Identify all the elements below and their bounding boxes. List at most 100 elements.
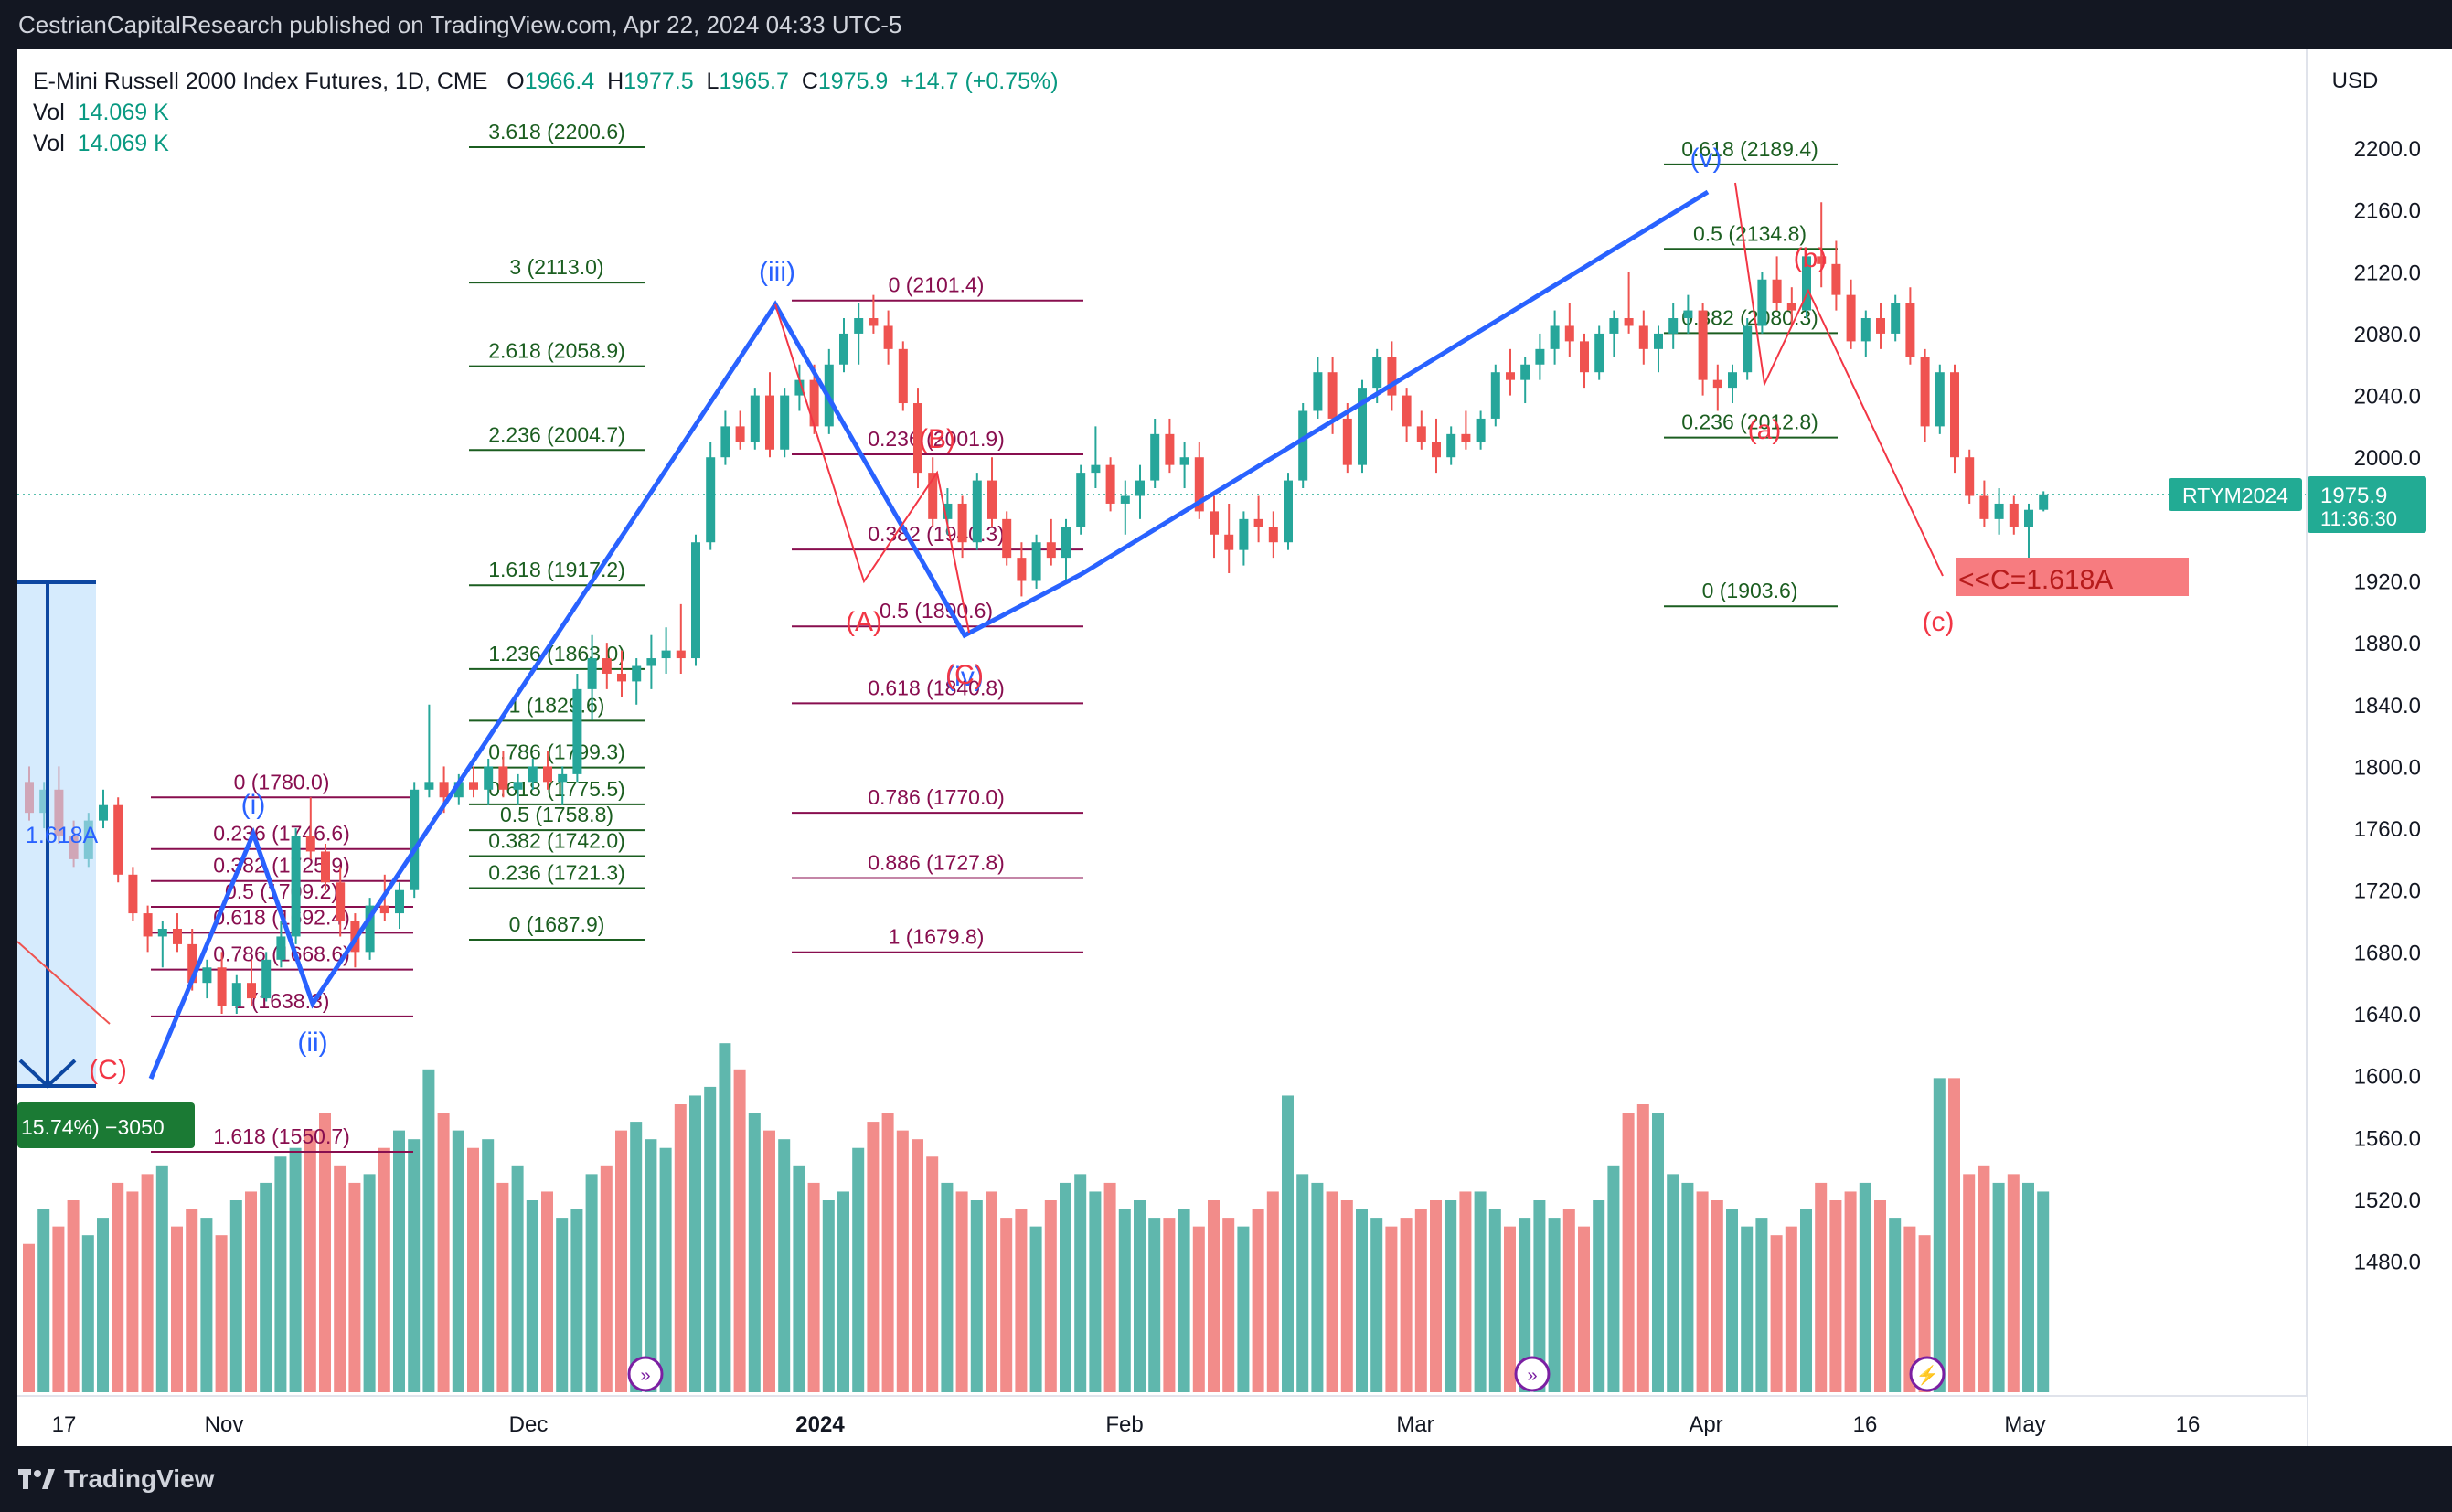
candle-body [469, 782, 478, 790]
candle-body [1268, 527, 1278, 543]
candle-body [1817, 256, 1827, 264]
vol1-value: 14.069 K [77, 100, 169, 125]
wave-label: (iv) [945, 662, 984, 692]
candle-body [1091, 464, 1101, 474]
measure-box [17, 582, 96, 1086]
candle-body [1624, 318, 1634, 326]
volume-bar [689, 1095, 701, 1392]
tradingview-logo[interactable]: TradingView [18, 1461, 214, 1497]
candle-body [365, 905, 375, 953]
candle-body [1031, 542, 1041, 581]
volume-bar [245, 1191, 257, 1392]
wave-lines-layer [16, 182, 1944, 1089]
correction-abc-line [774, 303, 970, 634]
wave-label: (b) [1794, 243, 1828, 273]
candle-body [617, 673, 626, 682]
volume-bar [526, 1200, 538, 1392]
candle-body [336, 882, 346, 921]
price-tick-label: 1640.0 [2354, 1003, 2421, 1028]
countdown-text: 11:36:30 [2320, 507, 2397, 530]
open-value: 1966.4 [524, 69, 595, 94]
fib-level-label: 0.236 (1721.3) [488, 861, 625, 885]
candle-body [1105, 464, 1115, 504]
event-icon-glyph: ⚡ [1916, 1364, 1939, 1386]
fib-level-label: 0.618 (1840.8) [868, 676, 1005, 699]
price-tick-label: 2200.0 [2354, 137, 2421, 162]
volume-bar [1163, 1218, 1176, 1392]
fib-level-label: 2.618 (2058.9) [488, 339, 625, 363]
price-tick-label: 1600.0 [2354, 1065, 2421, 1090]
left-badge [17, 1102, 195, 1148]
candle-body [1313, 372, 1323, 411]
candle-body [1891, 303, 1901, 334]
wave-label: (iii) [759, 257, 795, 287]
candle-body [128, 874, 138, 914]
volume-bar [1622, 1113, 1635, 1392]
volume-bar [615, 1130, 627, 1392]
candle-body [1017, 558, 1027, 581]
candle-body [587, 658, 597, 689]
volume-bar [2007, 1174, 2020, 1392]
wave-label: (A) [846, 607, 882, 637]
candle-body [1668, 318, 1679, 334]
candle-body [780, 395, 790, 450]
candle-body [276, 936, 286, 960]
candle-body [453, 782, 464, 798]
volume-bar [1562, 1209, 1575, 1392]
price-tick-label: 2160.0 [2354, 199, 2421, 224]
candles-layer [25, 202, 2049, 1014]
volume-bar [1000, 1218, 1013, 1392]
fib-level-label: 0 (2101.4) [889, 273, 985, 297]
candle-body [1935, 372, 1945, 427]
volume-bar [1134, 1200, 1146, 1392]
volume-bar [1548, 1218, 1561, 1392]
fib-level-label: 0.618 (1775.5) [488, 777, 625, 801]
legend-row-vol2: Vol 14.069 K [33, 128, 1059, 159]
volume-bar [496, 1182, 509, 1392]
volume-bar [1815, 1182, 1828, 1392]
candle-body [1061, 527, 1071, 559]
candle-body [321, 851, 330, 883]
fib-level-label: 0.786 (1799.3) [488, 740, 625, 764]
volume-bar [1148, 1218, 1161, 1392]
volume-bar [896, 1130, 909, 1392]
tradingview-logo-icon [18, 1467, 55, 1491]
candle-body [1432, 442, 1441, 458]
candle-body [1224, 534, 1234, 550]
candle-body [1150, 433, 1160, 481]
candle-body [1905, 303, 1915, 357]
candle-body [410, 789, 420, 890]
volume-bar [408, 1139, 421, 1392]
candle-body [498, 766, 508, 790]
volume-bar [437, 1113, 450, 1392]
candle-body [543, 766, 552, 783]
candle-body [720, 426, 730, 458]
chart-legend[interactable]: E-Mini Russell 2000 Index Futures, 1D, C… [33, 66, 1059, 159]
time-axis[interactable]: 17 Nov Dec 2024 Feb Mar Apr 16 May 16 » » ⚡ [17, 1356, 2307, 1446]
candle-body [1490, 372, 1500, 419]
candle-body [735, 426, 745, 442]
volume-bar [1800, 1209, 1812, 1392]
candle-body [1046, 542, 1056, 559]
volume-bar [719, 1043, 731, 1392]
time-tick-label: Nov [205, 1412, 244, 1437]
volume-bar [422, 1069, 435, 1392]
price-axis[interactable]: USD 2200.0 2160.0 2120.0 2080.0 2040.0 2000.0 1… [2169, 49, 2452, 1446]
volume-bar [1978, 1165, 1990, 1392]
volume-bar [23, 1243, 35, 1392]
candle-body [1461, 433, 1471, 442]
candle-body [1712, 379, 1722, 389]
price-tick-label: 1560.0 [2354, 1126, 2421, 1151]
candle-body [305, 836, 315, 852]
fib-level-label: 0 (1687.9) [509, 912, 605, 936]
candle-body [987, 480, 997, 519]
fib-level-label: 0.236 (2001.9) [868, 427, 1005, 451]
candle-body [691, 542, 700, 659]
volume-bar [1356, 1209, 1368, 1392]
volume-bar [467, 1147, 479, 1392]
currency-label: USD [2332, 69, 2379, 93]
candle-body [513, 782, 523, 790]
vol2-value: 14.069 K [77, 131, 169, 156]
candle-body [187, 943, 197, 984]
